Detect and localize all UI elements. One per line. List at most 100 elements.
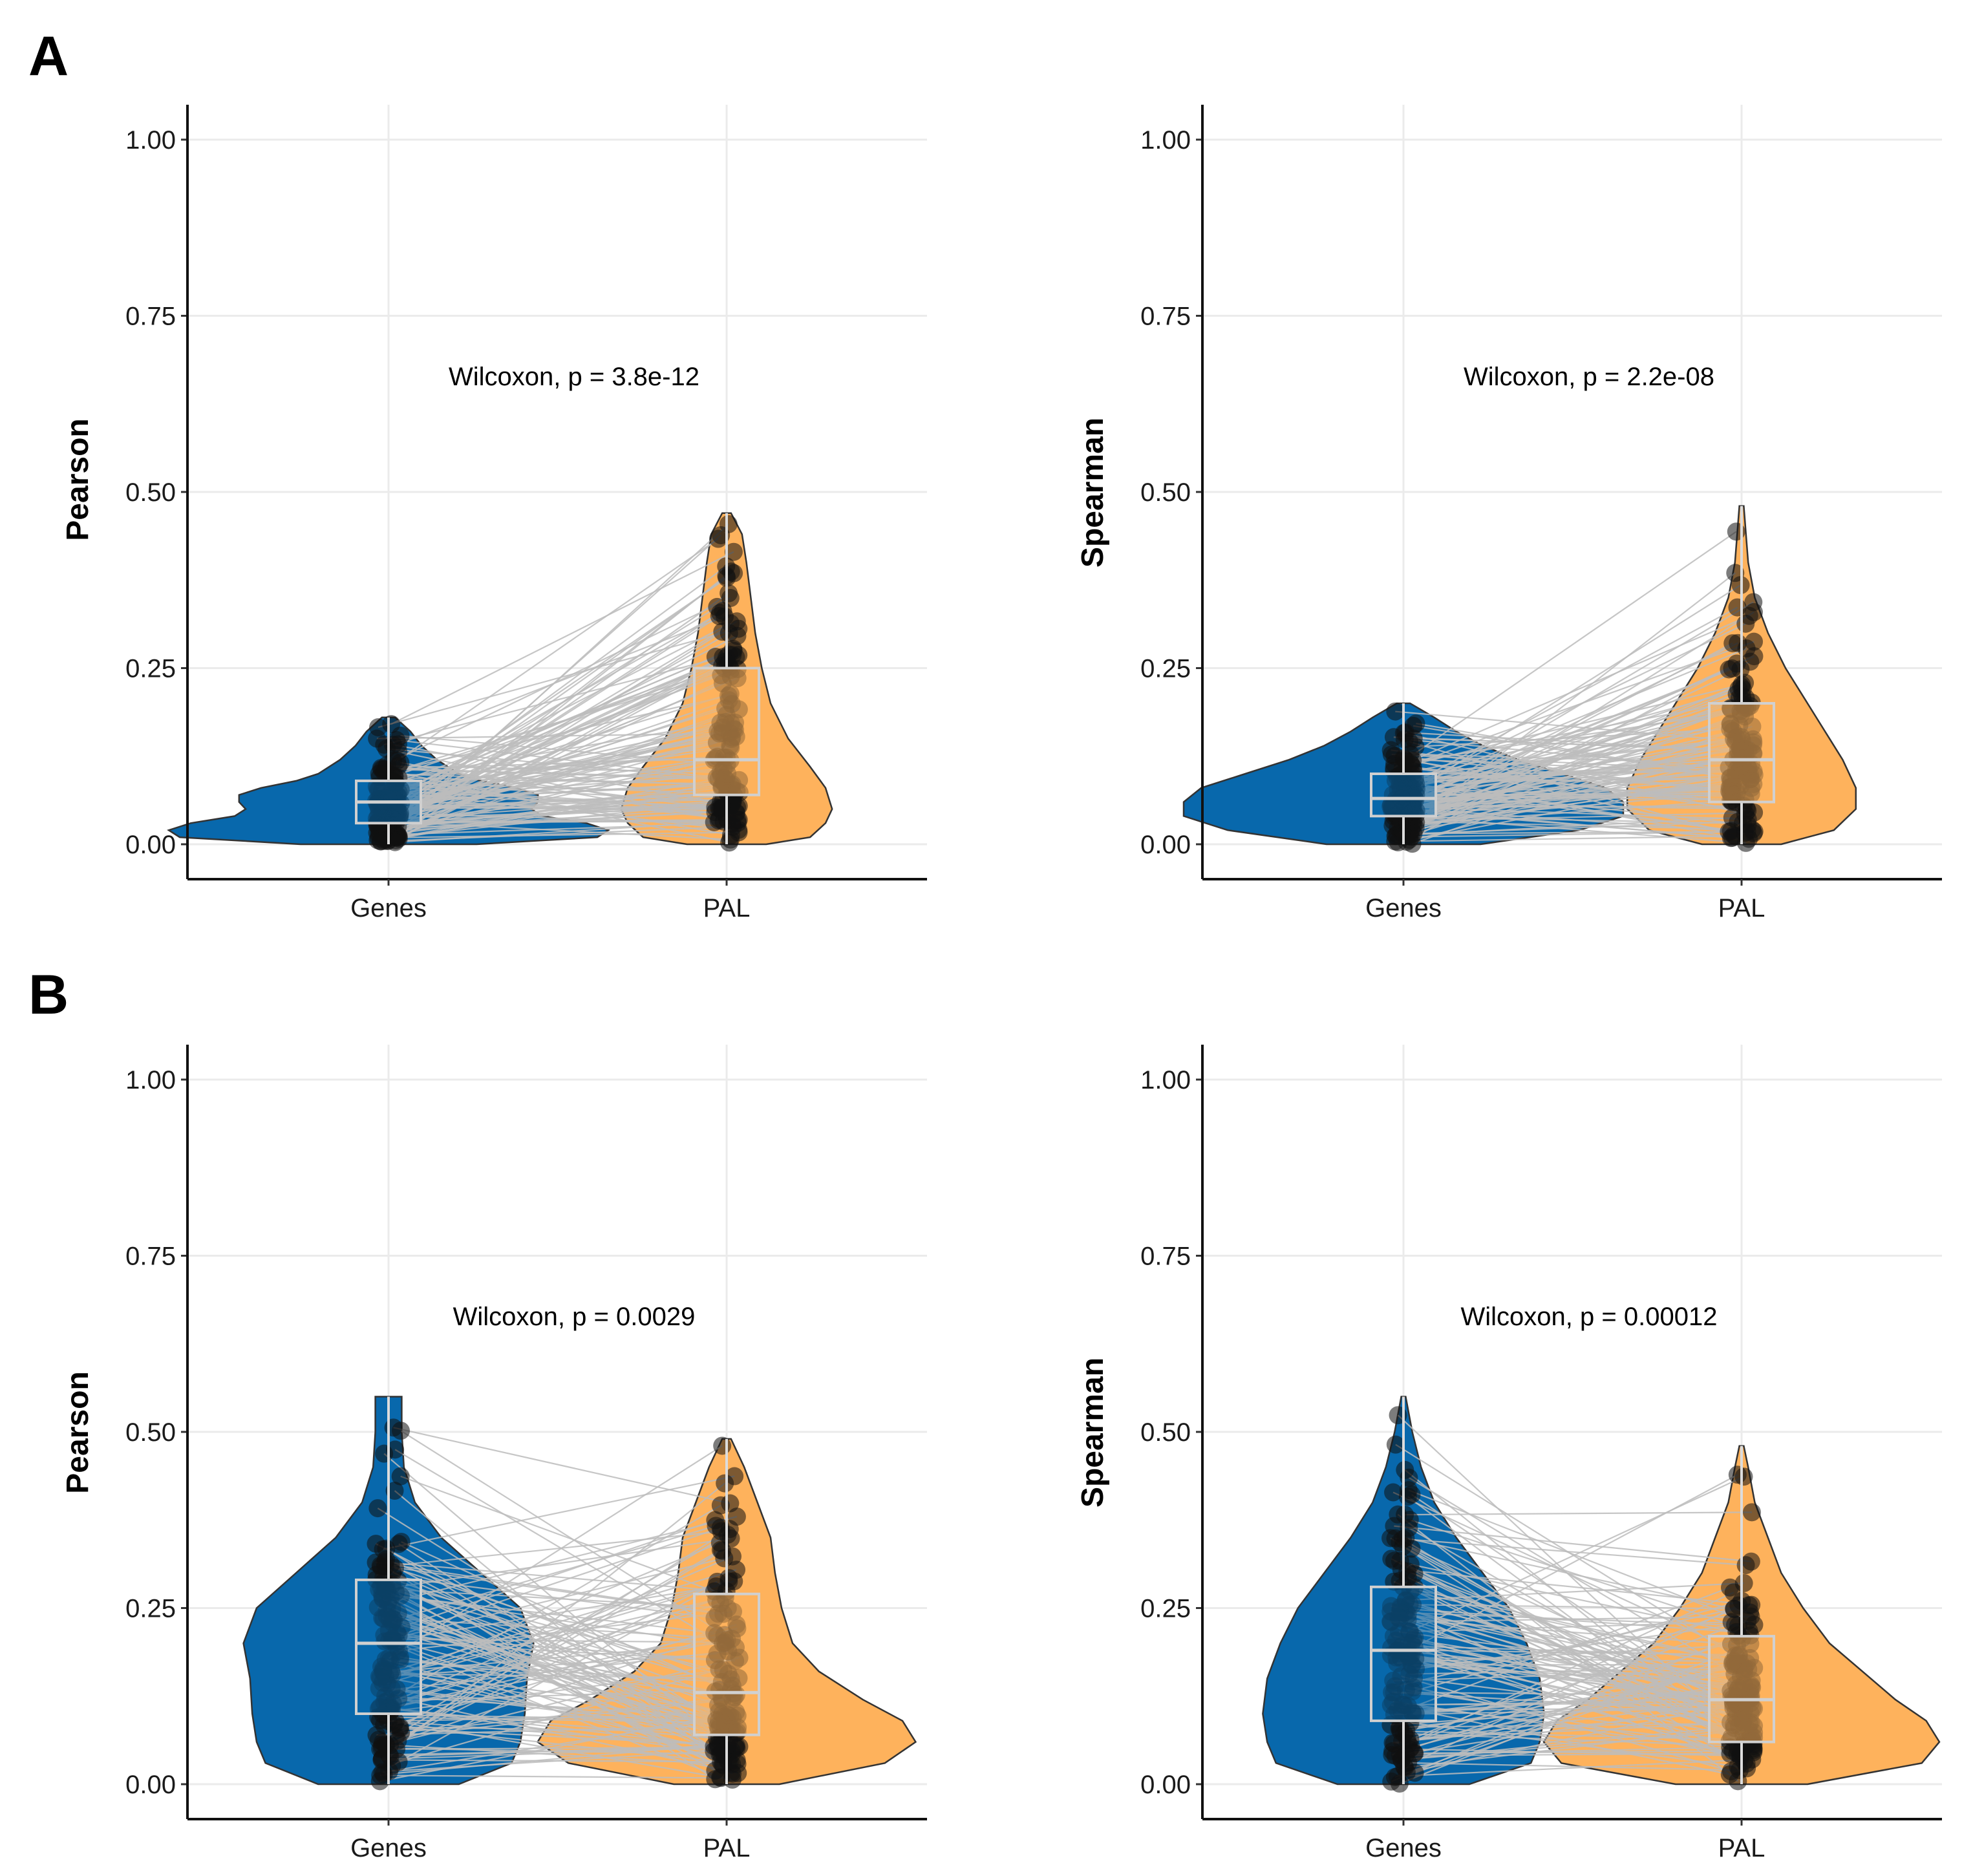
paired-lines bbox=[1390, 1414, 1754, 1785]
box-pal bbox=[1708, 702, 1775, 804]
paired-line bbox=[387, 665, 723, 820]
data-point-genes bbox=[372, 1557, 390, 1576]
paired-line bbox=[385, 1635, 718, 1746]
data-point-genes bbox=[1401, 745, 1420, 763]
paired-line bbox=[383, 1475, 735, 1550]
data-point-genes bbox=[1386, 1435, 1405, 1454]
gridlines bbox=[1202, 1045, 1942, 1819]
paired-line bbox=[378, 773, 728, 807]
y-axis-title: Spearman bbox=[1076, 418, 1110, 568]
paired-line bbox=[1412, 1689, 1740, 1713]
paired-line bbox=[385, 1588, 728, 1609]
data-point-genes bbox=[368, 1499, 387, 1518]
wilcoxon-annotation: Wilcoxon, p = 3.8e-12 bbox=[449, 363, 699, 391]
paired-line bbox=[1398, 776, 1738, 844]
paired-line bbox=[1407, 1619, 1732, 1645]
plot-a-spearman: Wilcoxon, p = 2.2e-08 Spearman Genes PAL 0.0… bbox=[1076, 105, 1942, 922]
panel-letter-b: B bbox=[28, 964, 69, 1026]
paired-line bbox=[1398, 1631, 1741, 1678]
box-genes bbox=[1370, 773, 1437, 818]
data-point-genes bbox=[1384, 728, 1403, 747]
paired-line bbox=[1397, 1758, 1753, 1777]
paired-line bbox=[389, 1618, 731, 1717]
data-point-pal bbox=[1722, 822, 1740, 840]
paired-line bbox=[1408, 1762, 1740, 1771]
gridlines bbox=[187, 105, 927, 879]
paired-line bbox=[392, 597, 731, 762]
box-genes bbox=[355, 1578, 422, 1715]
paired-line bbox=[1398, 1649, 1740, 1656]
paired-line bbox=[379, 1555, 733, 1708]
x-tick-label-genes: Genes bbox=[1365, 1834, 1442, 1862]
data-point-genes bbox=[1385, 747, 1404, 765]
data-point-pal bbox=[706, 1770, 725, 1789]
data-point-genes bbox=[1401, 1555, 1420, 1574]
y-tick-label: 0.00 bbox=[1140, 831, 1191, 859]
wilcoxon-annotation: Wilcoxon, p = 0.00012 bbox=[1461, 1303, 1718, 1331]
y-tick-label: 1.00 bbox=[1140, 126, 1191, 155]
paired-line bbox=[383, 1642, 723, 1674]
data-point-genes bbox=[1382, 1550, 1401, 1568]
paired-line bbox=[1410, 753, 1752, 765]
data-point-pal bbox=[1723, 808, 1742, 827]
paired-line bbox=[401, 1696, 735, 1734]
paired-line bbox=[1410, 1563, 1751, 1636]
x-tick-label-pal: PAL bbox=[1718, 1834, 1765, 1862]
paired-line bbox=[1409, 1656, 1731, 1723]
paired-line bbox=[1413, 1672, 1744, 1714]
paired-line bbox=[386, 822, 738, 836]
paired-line bbox=[1390, 661, 1751, 807]
data-point-genes bbox=[392, 1533, 411, 1551]
paired-lines bbox=[1390, 531, 1754, 845]
data-point-genes bbox=[376, 1736, 395, 1754]
paired-line bbox=[390, 1564, 730, 1741]
data-point-pal bbox=[1721, 1578, 1740, 1597]
paired-line bbox=[392, 1586, 716, 1642]
paired-line bbox=[1395, 710, 1754, 743]
data-point-genes bbox=[391, 1467, 410, 1486]
paired-lines bbox=[375, 1427, 740, 1782]
paired-line bbox=[1405, 1582, 1744, 1601]
y-tick-label: 1.00 bbox=[1140, 1066, 1191, 1094]
data-point-pal bbox=[728, 1754, 747, 1773]
y-tick-label: 0.00 bbox=[1140, 1771, 1191, 1799]
paired-line bbox=[1400, 1722, 1750, 1728]
paired-line bbox=[390, 551, 734, 725]
paired-line bbox=[1397, 1414, 1749, 1743]
paired-line bbox=[1392, 1698, 1751, 1743]
paired-line bbox=[379, 1711, 736, 1782]
paired-line bbox=[380, 1581, 729, 1679]
y-tick-label: 0.75 bbox=[125, 1242, 176, 1271]
paired-line bbox=[1390, 1537, 1747, 1769]
paired-line bbox=[1399, 1643, 1751, 1785]
data-point-genes bbox=[391, 726, 410, 745]
paired-line bbox=[387, 1516, 738, 1604]
paired-line bbox=[1401, 1675, 1732, 1773]
plot-a-pearson: Wilcoxon, p = 3.8e-12 Pearson Genes PAL 0.00… bbox=[61, 105, 927, 922]
data-point-pal bbox=[1741, 652, 1760, 671]
paired-line bbox=[1403, 1732, 1744, 1747]
data-point-genes bbox=[1402, 1738, 1420, 1756]
data-point-genes bbox=[385, 1482, 404, 1500]
box-pal bbox=[1708, 1635, 1775, 1743]
paired-line bbox=[1411, 1643, 1739, 1750]
plot-b-pearson: Wilcoxon, p = 0.0029 Pearson Genes PAL 0.00 0… bbox=[61, 1045, 927, 1862]
paired-line bbox=[1409, 1519, 1749, 1632]
paired-line bbox=[1411, 831, 1754, 838]
y-tick-label: 0.25 bbox=[125, 1595, 176, 1623]
paired-line bbox=[401, 1541, 734, 1694]
paired-line bbox=[379, 674, 721, 802]
paired-line bbox=[1394, 1654, 1736, 1778]
box-genes bbox=[1370, 1585, 1437, 1722]
paired-line bbox=[376, 635, 738, 820]
paired-line bbox=[1405, 1747, 1731, 1756]
paired-line bbox=[383, 768, 730, 844]
paired-line bbox=[1397, 815, 1746, 844]
paired-line bbox=[1403, 688, 1744, 783]
paired-line bbox=[385, 1659, 730, 1764]
data-point-pal bbox=[725, 1467, 744, 1486]
paired-line bbox=[388, 1445, 723, 1659]
data-point-genes bbox=[1386, 1529, 1405, 1548]
data-point-genes bbox=[375, 1716, 394, 1734]
